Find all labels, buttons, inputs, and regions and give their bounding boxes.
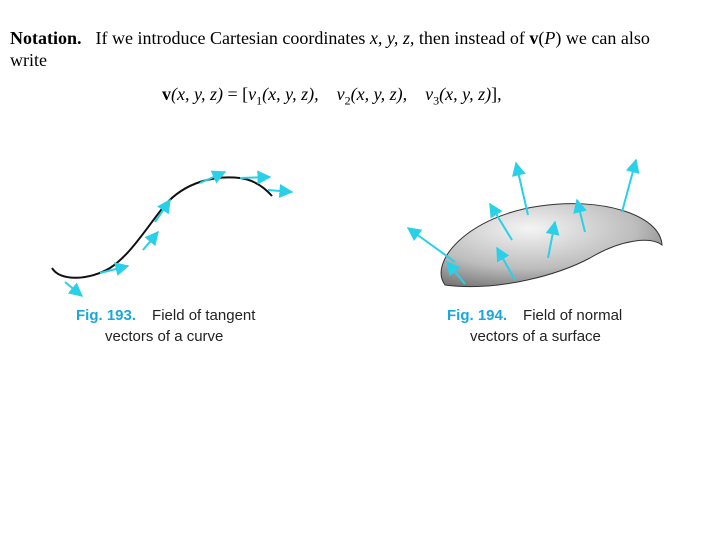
eq-part: v (336, 84, 345, 104)
eq-part: ], (491, 84, 502, 104)
figure-number: Fig. 194. (447, 307, 508, 324)
eq-part: (x, y, z), (262, 84, 319, 104)
eq-part: 1 (256, 93, 263, 108)
text: v (529, 28, 539, 48)
eq-part: = [ (222, 84, 249, 104)
eq-part: (x, y, z), (350, 84, 408, 104)
eq-part: 2 (344, 93, 351, 108)
text: If we introduce Cartesian coordinates (95, 28, 370, 48)
text: ( (538, 28, 545, 48)
curve-figure (51, 170, 294, 297)
notation-line: Notation. If we introduce Cartesian coord… (10, 28, 650, 49)
caption-line: vectors of a surface (470, 328, 601, 345)
caption-line: Field of tangent (152, 307, 256, 324)
figure-number: Fig. 193. (76, 307, 137, 324)
eq-part (407, 84, 425, 104)
eq-part: v (425, 84, 434, 104)
text: P (544, 28, 556, 48)
eq-part: v (162, 84, 171, 104)
caption-line: vectors of a curve (105, 328, 224, 345)
heading: Notation. (10, 28, 82, 48)
eq-part (319, 84, 337, 104)
caption: Fig. 193. Field of tangent (76, 307, 255, 324)
eq-part: 3 (433, 93, 440, 108)
text: write (10, 50, 47, 70)
caption-line: Field of normal (523, 307, 623, 324)
caption: Fig. 194. Field of normal (447, 307, 622, 324)
text: x, y, z, (369, 28, 415, 48)
eq-part: v (248, 84, 257, 104)
eq-part: (x, y, z) (171, 84, 223, 104)
equation: v(x, y, z) = [v1(x, y, z), v2(x, y, z), … (162, 84, 502, 109)
text: then instead of (414, 28, 530, 48)
text: ) we can also (555, 28, 650, 48)
eq-part: (x, y, z) (439, 84, 492, 104)
surface-figure (406, 158, 663, 288)
